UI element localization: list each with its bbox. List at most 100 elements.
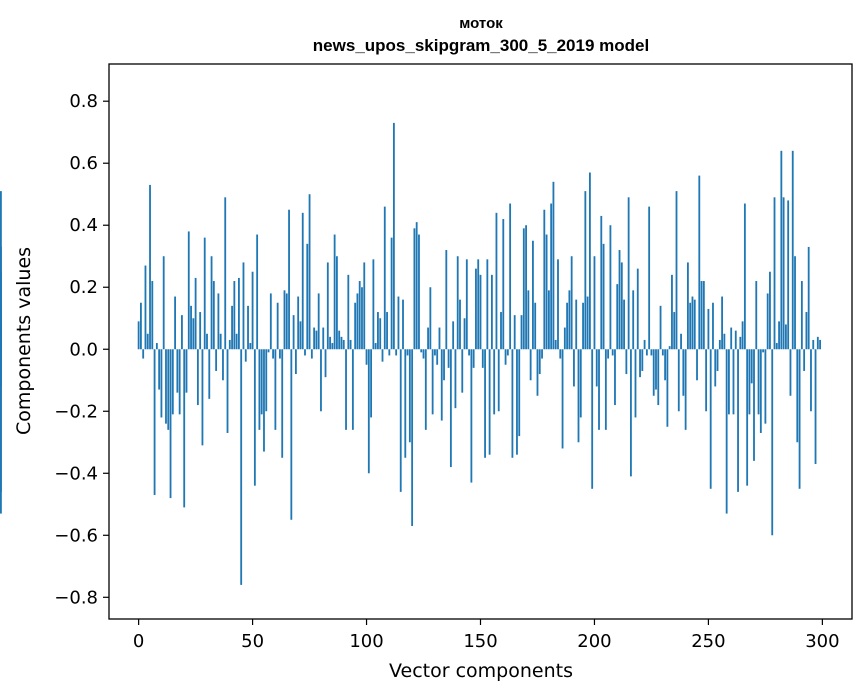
bar — [652, 349, 655, 396]
bar — [693, 299, 696, 350]
bar — [206, 333, 208, 350]
bar — [422, 349, 425, 359]
bar — [636, 268, 639, 350]
bar — [347, 274, 350, 350]
bar — [142, 349, 145, 359]
bar — [336, 256, 338, 350]
bar — [668, 346, 671, 350]
bar — [187, 231, 190, 350]
bar — [527, 290, 530, 350]
bar — [759, 349, 762, 433]
bar — [381, 349, 384, 362]
bar — [700, 281, 703, 350]
bar — [547, 290, 550, 350]
bar — [543, 209, 546, 350]
bar — [429, 287, 432, 350]
bar — [372, 259, 375, 350]
bar — [730, 327, 733, 350]
bar — [463, 318, 466, 350]
bar — [577, 349, 580, 443]
bar — [698, 175, 701, 350]
bar — [787, 200, 790, 350]
y-tick-label: 0.8 — [69, 91, 98, 112]
bar — [557, 259, 559, 350]
bar — [609, 225, 612, 350]
bar — [689, 302, 692, 350]
bar — [185, 349, 188, 393]
bar — [472, 349, 475, 368]
bar — [702, 281, 705, 350]
bar — [140, 302, 142, 350]
bar — [725, 349, 728, 514]
bar — [659, 305, 662, 350]
bar — [509, 203, 512, 350]
bar — [331, 343, 334, 350]
bar — [247, 305, 249, 350]
bar — [449, 349, 452, 468]
bar — [288, 209, 290, 350]
bar — [190, 305, 192, 350]
bar — [192, 318, 195, 350]
y-tick-label: 0.6 — [69, 153, 98, 174]
bar — [696, 349, 698, 381]
bar — [666, 349, 669, 427]
bar — [775, 343, 778, 350]
bar — [201, 349, 204, 446]
bar — [151, 281, 154, 350]
y-axis-label: Components values — [13, 247, 35, 435]
bar — [324, 349, 327, 378]
bar — [743, 203, 746, 350]
bar — [217, 293, 220, 350]
bar — [561, 349, 564, 449]
bar — [607, 349, 610, 359]
bar — [265, 349, 268, 412]
bar — [502, 219, 505, 350]
bar — [593, 256, 596, 350]
bar — [570, 256, 573, 350]
bar — [363, 262, 366, 350]
bar — [155, 343, 158, 350]
bar — [620, 262, 623, 350]
bar — [411, 349, 414, 526]
plot-frame — [108, 63, 853, 620]
bar — [639, 349, 641, 378]
bar — [283, 290, 286, 350]
bar — [263, 349, 265, 452]
bar — [294, 349, 297, 375]
bar — [388, 349, 391, 356]
bar — [737, 349, 739, 492]
bar — [361, 287, 363, 350]
bar — [630, 349, 632, 477]
bar — [545, 234, 548, 350]
bar — [176, 349, 179, 393]
bar — [680, 333, 682, 350]
bar — [420, 349, 423, 353]
bar — [632, 290, 635, 350]
bar — [712, 302, 714, 350]
bar — [326, 262, 329, 350]
bar — [604, 349, 607, 430]
bar — [443, 349, 445, 381]
bar — [301, 212, 304, 350]
bar — [550, 203, 553, 350]
bar — [794, 256, 796, 350]
bar — [602, 243, 605, 350]
bar — [554, 339, 557, 350]
bar — [251, 271, 254, 350]
bar — [146, 333, 149, 350]
bar — [329, 336, 331, 350]
bar — [399, 349, 402, 492]
bar — [459, 299, 461, 350]
bar — [171, 349, 174, 415]
bar — [238, 277, 240, 350]
bar — [769, 271, 771, 350]
bar — [402, 299, 404, 350]
bar — [714, 349, 717, 387]
bar — [625, 349, 628, 375]
bar — [484, 349, 486, 458]
x-tick-label: 150 — [463, 631, 497, 652]
bar — [249, 343, 252, 350]
bar — [579, 349, 582, 418]
bar — [379, 318, 382, 350]
bar-series — [0, 122, 821, 585]
